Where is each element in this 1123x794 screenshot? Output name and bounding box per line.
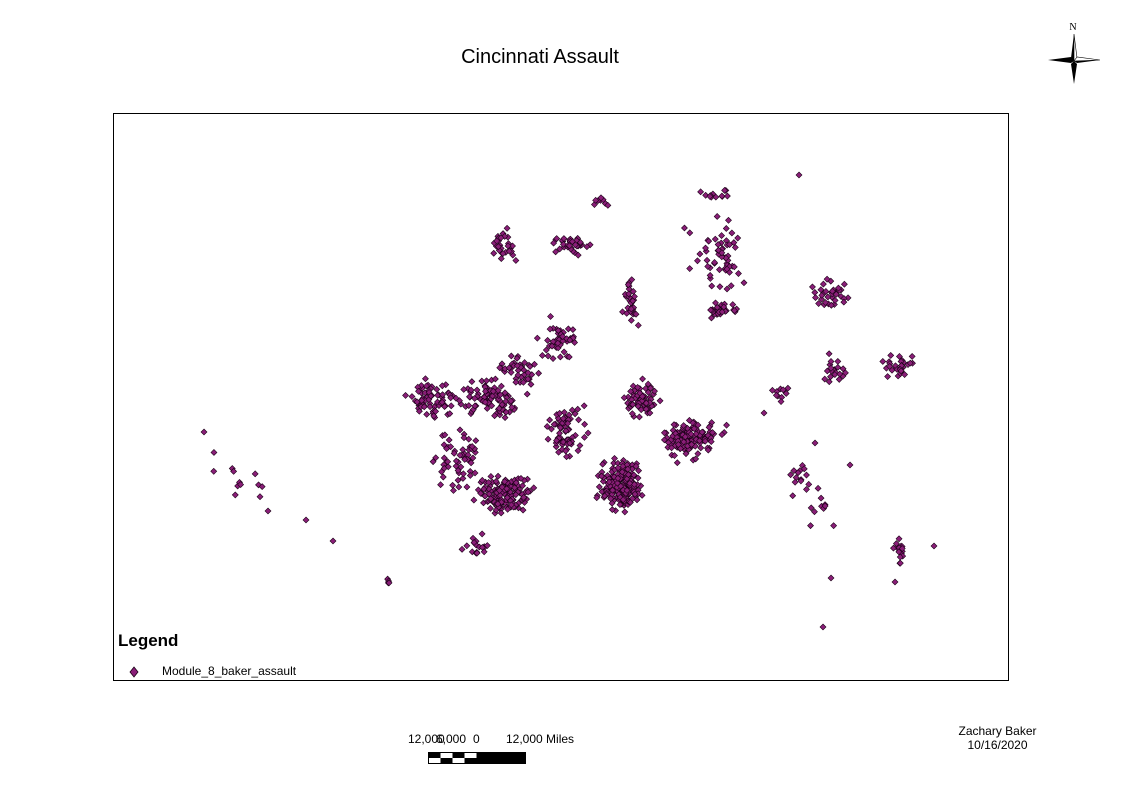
author-block: Zachary Baker 10/16/2020 bbox=[940, 724, 1055, 752]
north-label: N bbox=[1069, 22, 1076, 33]
scale-label-right: 12,000 Miles bbox=[506, 732, 575, 746]
map-frame[interactable] bbox=[113, 113, 1009, 681]
scale-bar: 12,000 6,000 0 12,000 Miles bbox=[400, 732, 620, 772]
diamond-point-icon bbox=[129, 666, 139, 678]
scale-label-zero: 0 bbox=[473, 732, 480, 746]
scale-label-left: 12,000 bbox=[408, 732, 445, 746]
scale-bar-graphic bbox=[428, 752, 526, 764]
legend-item-label: Module_8_baker_assault bbox=[162, 664, 297, 678]
legend-title: Legend bbox=[118, 631, 179, 650]
scale-label-overlap: 6,000 bbox=[436, 732, 467, 746]
author-name: Zachary Baker bbox=[958, 724, 1037, 738]
north-arrow-icon: N bbox=[1048, 22, 1101, 84]
map-title: Cincinnati Assault bbox=[461, 46, 619, 68]
author-date: 10/16/2020 bbox=[967, 738, 1028, 752]
